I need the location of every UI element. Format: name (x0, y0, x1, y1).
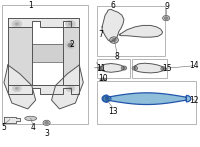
Circle shape (134, 67, 136, 69)
Polygon shape (134, 63, 164, 73)
Text: 4: 4 (30, 123, 35, 132)
Text: 2: 2 (70, 40, 75, 49)
Circle shape (68, 87, 72, 90)
Polygon shape (102, 9, 124, 42)
Circle shape (15, 22, 19, 26)
Circle shape (65, 20, 75, 28)
Polygon shape (63, 27, 79, 86)
Polygon shape (4, 65, 36, 109)
Circle shape (110, 37, 118, 43)
Text: 12: 12 (190, 96, 199, 105)
Text: 7: 7 (99, 30, 104, 39)
Polygon shape (8, 86, 79, 94)
Circle shape (132, 66, 138, 70)
Polygon shape (119, 25, 163, 37)
Circle shape (66, 85, 75, 92)
Circle shape (100, 78, 106, 83)
Polygon shape (8, 18, 79, 27)
Circle shape (65, 42, 75, 49)
Ellipse shape (25, 116, 37, 121)
Circle shape (112, 39, 116, 42)
Circle shape (123, 67, 125, 69)
Bar (2, 5, 88, 124)
Bar (97, 6, 165, 56)
Circle shape (43, 120, 50, 126)
Polygon shape (8, 27, 32, 86)
Circle shape (102, 79, 104, 81)
Bar (97, 59, 130, 78)
Text: 14: 14 (190, 61, 199, 70)
Circle shape (121, 66, 127, 70)
Circle shape (98, 66, 104, 70)
Circle shape (12, 20, 22, 28)
Text: 6: 6 (111, 1, 115, 10)
Text: 5: 5 (2, 123, 6, 132)
Circle shape (162, 68, 165, 70)
Circle shape (100, 67, 102, 69)
Text: 3: 3 (44, 129, 49, 138)
Circle shape (15, 87, 19, 90)
Polygon shape (102, 93, 191, 105)
Polygon shape (100, 64, 124, 72)
Circle shape (45, 122, 48, 124)
Circle shape (12, 85, 21, 92)
Text: 1: 1 (28, 1, 33, 10)
Text: 15: 15 (162, 64, 171, 73)
Bar (97, 81, 196, 124)
Polygon shape (4, 117, 20, 123)
Bar (132, 59, 167, 78)
Circle shape (68, 22, 73, 26)
Text: 9: 9 (164, 2, 169, 11)
Polygon shape (52, 65, 83, 109)
Circle shape (161, 67, 166, 71)
Circle shape (165, 17, 168, 19)
Polygon shape (32, 45, 63, 62)
Circle shape (163, 15, 170, 21)
Text: 8: 8 (115, 52, 119, 61)
Circle shape (103, 96, 111, 102)
Text: 11: 11 (96, 64, 106, 73)
Text: 10: 10 (98, 74, 108, 83)
Circle shape (105, 97, 109, 100)
Circle shape (68, 44, 73, 47)
Text: 13: 13 (108, 107, 118, 116)
